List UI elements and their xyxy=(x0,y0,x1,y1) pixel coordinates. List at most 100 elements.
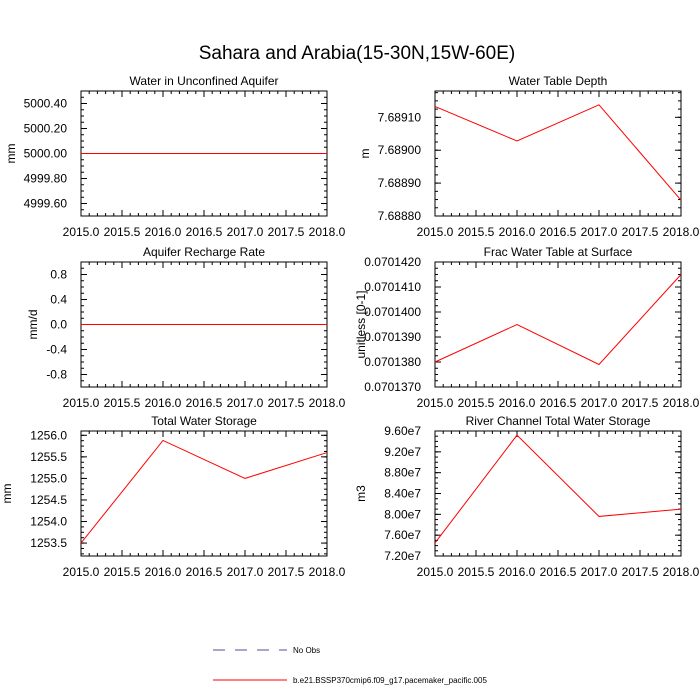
x-tick-label: 2017.0 xyxy=(227,225,264,239)
y-tick-label: 0.8 xyxy=(50,268,67,282)
x-tick-label: 2016.5 xyxy=(540,565,577,579)
x-tick-label: 2015.0 xyxy=(63,396,100,410)
y-axis-label: mm/d xyxy=(26,310,40,340)
x-tick-label: 2017.5 xyxy=(622,225,659,239)
y-tick-label: 0.0 xyxy=(50,318,67,332)
x-tick-label: 2015.5 xyxy=(104,565,141,579)
y-tick-label: 7.68910 xyxy=(378,110,422,124)
x-tick-label: 2016.5 xyxy=(186,565,223,579)
y-tick-label: 9.60e7 xyxy=(384,424,421,438)
y-tick-label: 1255.0 xyxy=(30,471,67,485)
series-line xyxy=(434,104,682,201)
y-axis-label: m3 xyxy=(354,485,368,502)
x-tick-label: 2015.5 xyxy=(458,565,495,579)
x-tick-label: 2016.0 xyxy=(499,396,536,410)
plot-frame xyxy=(434,90,682,217)
x-tick-label: 2016.0 xyxy=(145,225,182,239)
panel-title: Total Water Storage xyxy=(151,414,257,428)
y-tick-label: 1254.5 xyxy=(30,493,67,507)
y-tick-label: -0.8 xyxy=(46,368,67,382)
plot-frame xyxy=(434,261,682,388)
panel-water-in-unconfined-aquifer: Water in Unconfined Aquifer mm 2015.0 2015.… xyxy=(4,74,346,239)
x-tick-label: 2015.5 xyxy=(104,225,141,239)
x-tick-label: 2017.5 xyxy=(268,225,305,239)
x-tick-label: 2017.0 xyxy=(581,396,618,410)
legend-label-model-run: b.e21.BSSP370cmip6.f09_g17.pacemaker_pac… xyxy=(293,676,487,685)
legend: No Obs b.e21.BSSP370cmip6.f09_g17.pacema… xyxy=(213,646,487,685)
x-tick-label: 2017.5 xyxy=(268,565,305,579)
x-tick-label: 2016.0 xyxy=(499,225,536,239)
panel-frac-water-table-at-surface: Frac Water Table at Surface unitless [0-1… xyxy=(354,245,700,410)
x-tick-label: 2017.0 xyxy=(227,396,264,410)
y-tick-label: 5000.00 xyxy=(24,147,68,161)
y-tick-label: 8.80e7 xyxy=(384,466,421,480)
y-tick-label: 4999.60 xyxy=(24,197,68,211)
y-tick-label: 9.20e7 xyxy=(384,445,421,459)
panel-total-water-storage: Total Water Storage mm 2015.0 2015.5 2016.0 2… xyxy=(0,414,346,579)
x-tick-label: 2015.0 xyxy=(63,225,100,239)
x-tick-label: 2017.0 xyxy=(581,565,618,579)
panel-water-table-depth: Water Table Depth m 2015.0 2015.5 2016.0 2016… xyxy=(358,74,700,239)
x-tick-label: 2018.0 xyxy=(309,225,346,239)
y-tick-label: 8.00e7 xyxy=(384,507,421,521)
y-tick-label: 7.60e7 xyxy=(384,528,421,542)
x-tick-label: 2018.0 xyxy=(309,396,346,410)
y-tick-label: 0.0701410 xyxy=(364,280,421,294)
x-tick-label: 2016.0 xyxy=(499,565,536,579)
panel-title: Aquifer Recharge Rate xyxy=(143,245,265,259)
x-tick-label: 2016.5 xyxy=(540,225,577,239)
x-tick-label: 2018.0 xyxy=(309,565,346,579)
x-tick-label: 2017.0 xyxy=(227,565,264,579)
x-tick-label: 2016.0 xyxy=(145,396,182,410)
x-tick-label: 2015.5 xyxy=(458,396,495,410)
x-tick-label: 2018.0 xyxy=(663,565,700,579)
x-tick-label: 2015.0 xyxy=(63,565,100,579)
panel-title: Water Table Depth xyxy=(509,74,608,88)
x-tick-label: 2017.5 xyxy=(622,396,659,410)
x-tick-label: 2018.0 xyxy=(663,396,700,410)
y-tick-label: 8.40e7 xyxy=(384,487,421,501)
y-tick-label: 7.68880 xyxy=(378,209,422,223)
legend-label-no-obs: No Obs xyxy=(293,646,320,655)
series-line xyxy=(80,439,328,544)
x-tick-label: 2016.0 xyxy=(145,565,182,579)
panel-title: Frac Water Table at Surface xyxy=(484,245,633,259)
y-tick-label: 7.20e7 xyxy=(384,549,421,563)
y-tick-label: 0.4 xyxy=(50,293,67,307)
x-tick-label: 2018.0 xyxy=(663,225,700,239)
x-tick-label: 2015.5 xyxy=(104,396,141,410)
panel-title: River Channel Total Water Storage xyxy=(466,414,651,428)
x-tick-label: 2017.5 xyxy=(268,396,305,410)
x-tick-label: 2015.0 xyxy=(417,225,454,239)
x-tick-label: 2016.5 xyxy=(540,396,577,410)
x-tick-label: 2017.0 xyxy=(581,225,618,239)
plot-frame xyxy=(80,430,328,557)
x-tick-label: 2016.5 xyxy=(186,225,223,239)
x-tick-label: 2015.0 xyxy=(417,396,454,410)
panel-aquifer-recharge-rate: Aquifer Recharge Rate mm/d 2015.0 2015.5 201… xyxy=(26,245,346,410)
y-tick-label: 0.0701380 xyxy=(364,355,421,369)
x-tick-label: 2015.0 xyxy=(417,565,454,579)
y-axis-label: unitless [0-1] xyxy=(354,290,368,358)
series-line xyxy=(434,434,682,544)
y-tick-label: 4999.80 xyxy=(24,172,68,186)
y-tick-label: 0.0701370 xyxy=(364,380,421,394)
panel-river-channel-total-water-storage: River Channel Total Water Storage m3 2015.… xyxy=(354,414,700,579)
x-tick-label: 2017.5 xyxy=(622,565,659,579)
y-tick-label: 1256.0 xyxy=(30,428,67,442)
panel-title: Water in Unconfined Aquifer xyxy=(130,74,279,88)
y-tick-label: -0.4 xyxy=(46,343,67,357)
x-tick-label: 2015.5 xyxy=(458,225,495,239)
y-tick-label: 7.68900 xyxy=(378,143,422,157)
y-axis-label: m xyxy=(358,149,372,159)
y-tick-label: 7.68890 xyxy=(378,176,422,190)
plot-frame xyxy=(434,430,682,557)
y-tick-label: 0.0701390 xyxy=(364,330,421,344)
y-axis-label: mm xyxy=(4,144,18,164)
y-tick-label: 1253.5 xyxy=(30,536,67,550)
y-axis-label: mm xyxy=(0,484,14,504)
y-tick-label: 1254.0 xyxy=(30,515,67,529)
x-tick-label: 2016.5 xyxy=(186,396,223,410)
series-line xyxy=(434,274,682,366)
